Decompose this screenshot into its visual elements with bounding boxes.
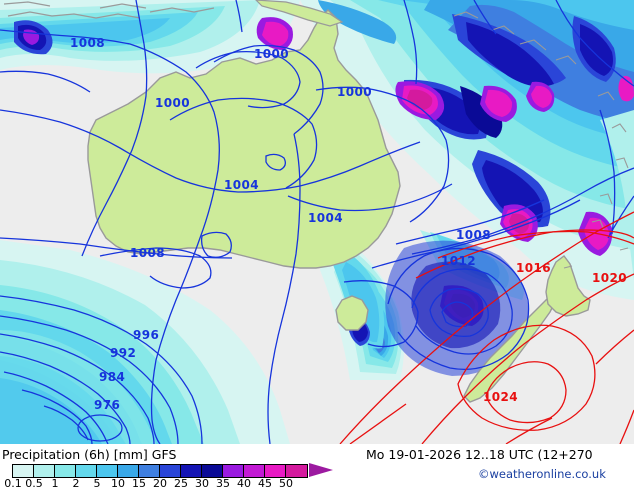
colorbar-swatch — [97, 465, 118, 477]
colorbar-swatch — [244, 465, 265, 477]
island-arcs — [3, 1, 215, 19]
colorbar-tick-label: 20 — [153, 477, 167, 490]
southern-ocean-low-isobars — [0, 295, 203, 444]
isobar-label: 976 — [94, 398, 121, 412]
isobar-label: 996 — [133, 328, 160, 342]
precipitation-map[interactable]: 1008 1000 1000 1000 1004 1004 1008 1008 1012 1016… — [0, 0, 634, 444]
isobar-label: 1016 — [516, 261, 551, 275]
colorbar-swatches — [12, 464, 308, 478]
isobar-label: 1004 — [308, 211, 343, 225]
isobar-label: 1000 — [254, 47, 289, 61]
colorbar-tick-label: 0.5 — [25, 477, 43, 490]
isobar-label: 1008 — [456, 228, 491, 242]
colorbar-swatch — [34, 465, 55, 477]
legend-title: Precipitation (6h) [mm] GFS — [2, 447, 177, 462]
map-footer: Precipitation (6h) [mm] GFS Mo 19-01-202… — [0, 444, 634, 490]
colorbar-tick-label: 35 — [216, 477, 230, 490]
isobar-label: 1008 — [70, 36, 105, 50]
colorbar-tick-label: 2 — [72, 477, 80, 490]
isobar-label: 1020 — [592, 271, 627, 285]
colorbar-tick-labels: 0.1 0.5 1 2 5 10 15 20 25 30 35 40 45 50 — [2, 477, 332, 490]
isobar-label: 1000 — [155, 96, 190, 110]
melanesia-islands — [453, 11, 629, 269]
colorbar-swatch — [181, 465, 202, 477]
colorbar-tick-label: 10 — [111, 477, 125, 490]
isobar-label: 1004 — [224, 178, 259, 192]
isobars-high — [339, 211, 634, 444]
isobar-label: 1012 — [441, 254, 476, 268]
new-guinea-landmass — [255, 0, 344, 27]
model-run-timestamp: Mo 19-01-2026 12..18 UTC (12+270 — [366, 447, 593, 462]
colorbar-tick-label: 30 — [195, 477, 209, 490]
isobar-label: 984 — [99, 370, 126, 384]
colorbar-tick-label: 1 — [51, 477, 59, 490]
isobar-label: 1000 — [337, 85, 372, 99]
australia-landmass — [87, 9, 401, 269]
colorbar-swatch — [160, 465, 181, 477]
isobars-low — [0, 0, 634, 444]
isobar-label: 1024 — [483, 390, 518, 404]
colorbar-swatch — [286, 465, 307, 477]
precipitation-colorbar[interactable]: 0.1 0.5 1 2 5 10 15 20 25 30 35 40 45 50 — [2, 463, 333, 490]
colorbar-tick-label: 5 — [93, 477, 101, 490]
isobar-label: 1008 — [130, 246, 165, 260]
colorbar-swatch — [139, 465, 160, 477]
colorbar-swatch — [55, 465, 76, 477]
colorbar-tick-label: 0.1 — [4, 477, 22, 490]
colorbar-swatch — [202, 465, 223, 477]
colorbar-tick-label: 50 — [279, 477, 293, 490]
copyright-notice: ©weatheronline.co.uk — [478, 467, 606, 481]
isobar-label: 992 — [110, 346, 137, 360]
colorbar-swatch — [118, 465, 139, 477]
colorbar-tick-label: 45 — [258, 477, 272, 490]
colorbar-tick-label: 25 — [174, 477, 188, 490]
new-zealand-north-island — [545, 255, 591, 317]
colorbar-swatch — [13, 465, 34, 477]
tasmania-landmass — [335, 295, 369, 331]
colorbar-tick-label: 40 — [237, 477, 251, 490]
map-canvas — [0, 0, 634, 444]
colorbar-overflow-arrow — [309, 463, 333, 477]
colorbar-swatch — [265, 465, 286, 477]
colorbar-tick-label: 15 — [132, 477, 146, 490]
colorbar-swatch — [223, 465, 244, 477]
colorbar-swatch — [76, 465, 97, 477]
